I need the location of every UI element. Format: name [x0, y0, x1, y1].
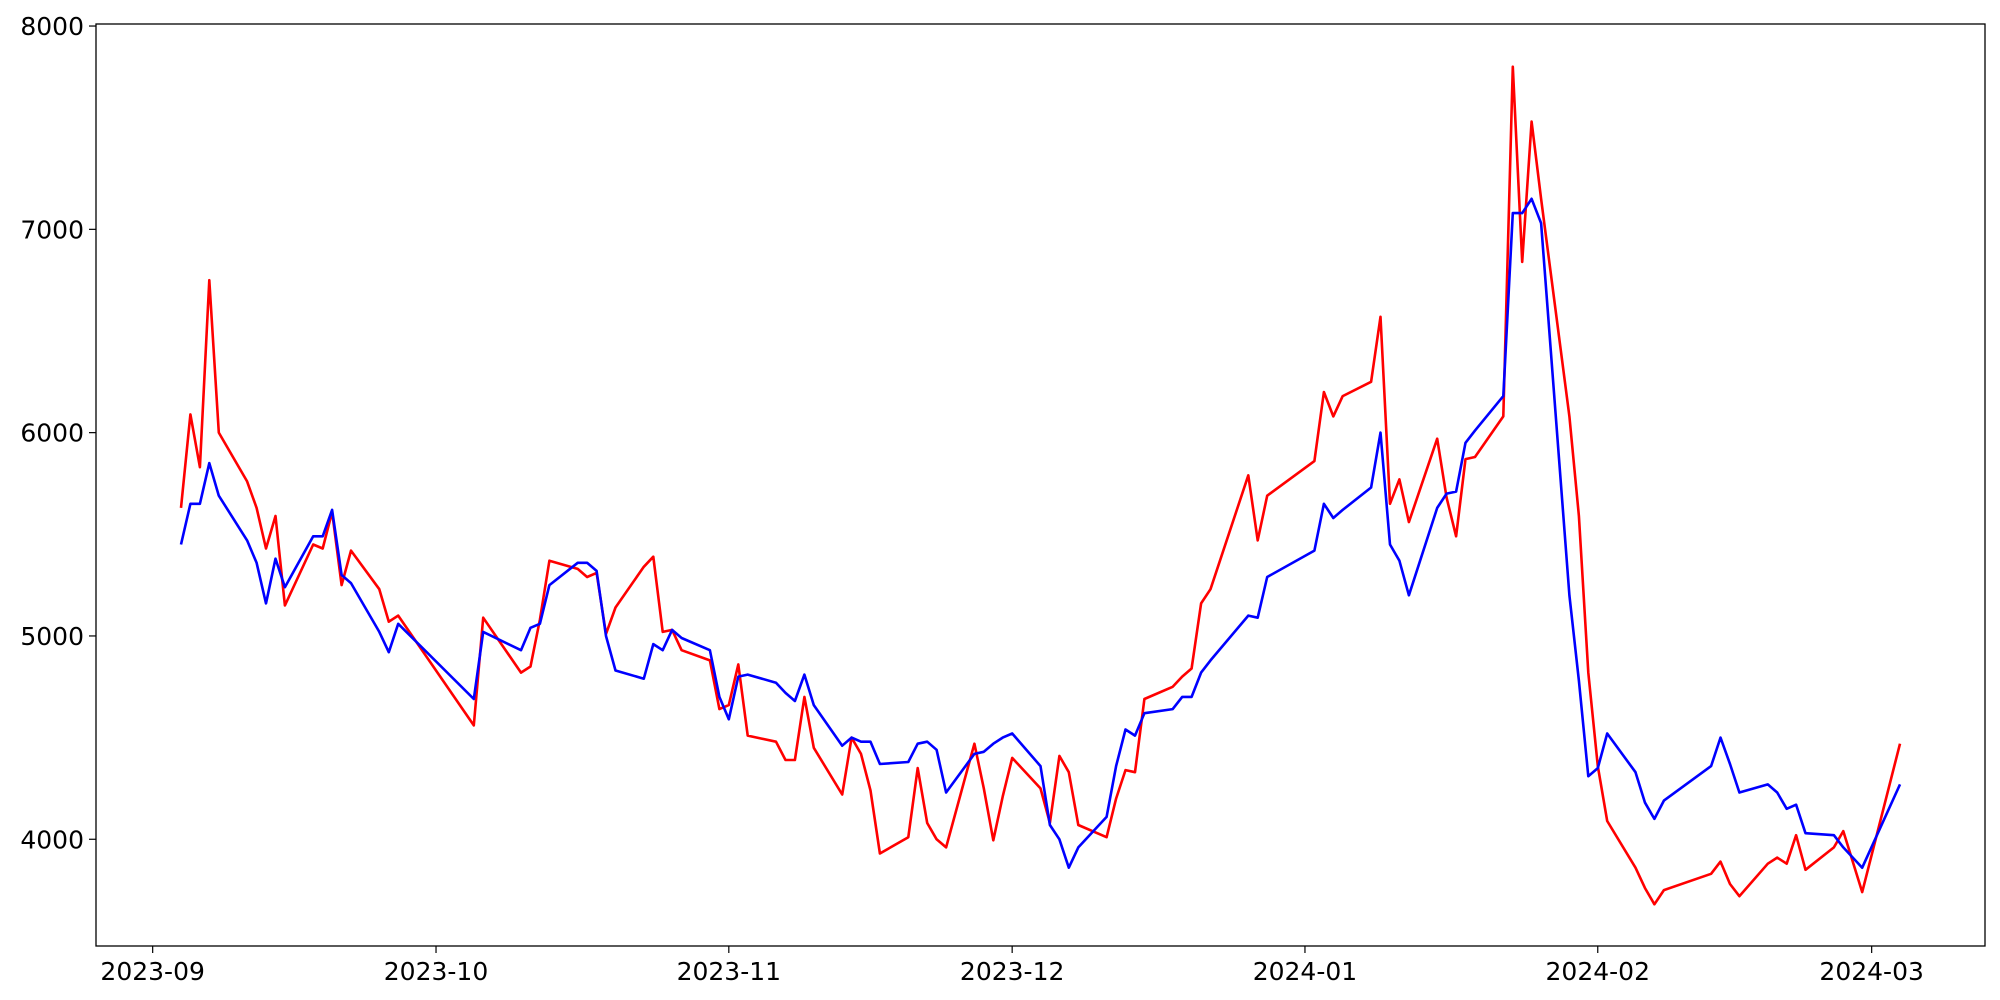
y-tick-label: 6000 [20, 419, 84, 448]
x-tick-label: 2023-09 [100, 957, 204, 986]
plot-frame [95, 23, 1986, 947]
x-tick-label: 2024-02 [1546, 957, 1650, 986]
x-tick-label: 2024-03 [1819, 957, 1923, 986]
y-tick-label: 8000 [20, 12, 84, 41]
x-tick-label: 2024-01 [1253, 957, 1357, 986]
x-tick-label: 2023-11 [677, 957, 781, 986]
x-tick-label: 2023-10 [384, 957, 488, 986]
series-line [179, 197, 1902, 870]
y-tick-label: 4000 [20, 825, 84, 854]
y-tick-label: 7000 [20, 215, 84, 244]
y-tick-label: 5000 [20, 622, 84, 651]
x-tick-label: 2023-12 [960, 957, 1064, 986]
series-line [179, 65, 1902, 906]
